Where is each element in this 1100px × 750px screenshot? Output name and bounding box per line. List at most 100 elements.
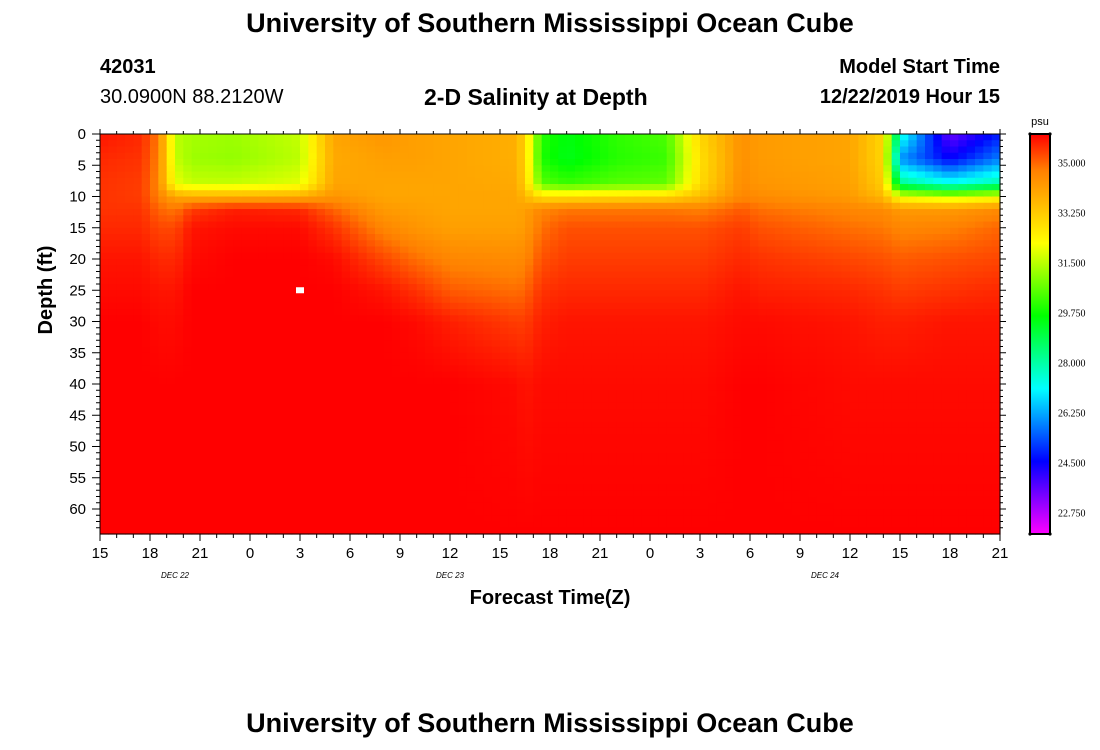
heatmap-cell (600, 265, 609, 273)
heatmap-cell (450, 165, 459, 173)
heatmap-cell (483, 246, 493, 254)
heatmap-cell (508, 384, 518, 391)
heatmap-cell (600, 221, 609, 229)
heatmap-cell (491, 302, 501, 310)
heatmap-cell (366, 290, 376, 298)
heatmap-cell (166, 421, 176, 429)
heatmap-cell (158, 527, 168, 535)
heatmap-cell (558, 515, 568, 523)
heatmap-cell (216, 490, 226, 498)
heatmap-cell (558, 321, 568, 329)
heatmap-cell (283, 271, 293, 279)
heatmap-cell (516, 202, 526, 210)
heatmap-cell (616, 502, 626, 510)
heatmap-cell (416, 134, 426, 141)
heatmap-cell (450, 284, 459, 291)
heatmap-cell (491, 184, 501, 191)
heatmap-cell (258, 290, 268, 298)
heatmap-cell (725, 252, 734, 260)
heatmap-cell (525, 334, 534, 341)
heatmap-cell (391, 334, 401, 341)
heatmap-cell (666, 190, 676, 198)
heatmap-cell (233, 277, 243, 285)
heatmap-cell (425, 284, 434, 291)
heatmap-cell (316, 527, 326, 535)
heatmap-cell (691, 259, 701, 266)
heatmap-cell (300, 140, 309, 148)
heatmap-cell (183, 384, 193, 391)
heatmap-cell (125, 477, 134, 485)
heatmap-cell (158, 159, 168, 166)
heatmap-cell (725, 421, 734, 429)
heatmap-cell (733, 502, 743, 510)
heatmap-cell (475, 421, 484, 429)
heatmap-cell (591, 296, 601, 304)
heatmap-cell (608, 240, 618, 248)
heatmap-cell (633, 340, 643, 348)
heatmap-cell (566, 159, 576, 166)
heatmap-cell (325, 284, 334, 291)
heatmap-cell (575, 334, 584, 341)
heatmap-cell (325, 440, 334, 448)
heatmap-cell (208, 452, 218, 460)
heatmap-cell (300, 221, 309, 229)
heatmap-cell (716, 177, 726, 185)
heatmap-cell (641, 459, 651, 466)
heatmap-cell (491, 427, 501, 435)
heatmap-cell (425, 502, 434, 510)
heatmap-cell (666, 515, 676, 523)
heatmap-cell (408, 240, 418, 248)
heatmap-cell (508, 196, 518, 204)
heatmap-cell (608, 190, 618, 198)
heatmap-cell (641, 390, 651, 398)
heatmap-cell (650, 284, 659, 291)
heatmap-cell (166, 202, 176, 210)
heatmap-cell (250, 277, 259, 285)
heatmap-cell (366, 396, 376, 404)
heatmap-cell (308, 234, 318, 241)
heatmap-cell (141, 221, 151, 229)
heatmap-cell (358, 240, 368, 248)
heatmap-cell (625, 284, 634, 291)
heatmap-cell (741, 196, 751, 204)
heatmap-cell (108, 521, 118, 529)
heatmap-cell (441, 465, 451, 473)
heatmap-cell (316, 196, 326, 204)
heatmap-cell (266, 277, 276, 285)
heatmap-cell (191, 309, 201, 316)
heatmap-cell (333, 396, 343, 404)
heatmap-cell (491, 152, 501, 160)
heatmap-cell (575, 302, 584, 310)
heatmap-cell (225, 265, 234, 273)
heatmap-cell (258, 171, 268, 179)
heatmap-cell (616, 327, 626, 335)
heatmap-cell (133, 384, 143, 391)
heatmap-cell (525, 440, 534, 448)
heatmap-cell (408, 365, 418, 373)
heatmap-cell (583, 465, 593, 473)
heatmap-cell (341, 377, 351, 385)
heatmap-cell (175, 371, 184, 379)
heatmap-cell (183, 259, 193, 266)
heatmap-cell (416, 215, 426, 223)
heatmap-cell (275, 434, 284, 441)
heatmap-cell (641, 377, 651, 385)
heatmap-cell (491, 271, 501, 279)
heatmap-cell (366, 252, 376, 260)
heatmap-cell (175, 321, 184, 329)
heatmap-cell (208, 277, 218, 285)
heatmap-cell (391, 521, 401, 529)
heatmap-cell (341, 515, 351, 523)
heatmap-cell (558, 402, 568, 410)
heatmap-cell (441, 190, 451, 198)
heatmap-cell (116, 184, 126, 191)
heatmap-cell (325, 327, 334, 335)
heatmap-cell (458, 271, 468, 279)
heatmap-cell (716, 234, 726, 241)
heatmap-cell (183, 340, 193, 348)
heatmap-cell (383, 215, 393, 223)
heatmap-cell (300, 502, 309, 510)
heatmap-cell (208, 340, 218, 348)
heatmap-cell (200, 352, 209, 360)
heatmap-cell (141, 521, 151, 529)
